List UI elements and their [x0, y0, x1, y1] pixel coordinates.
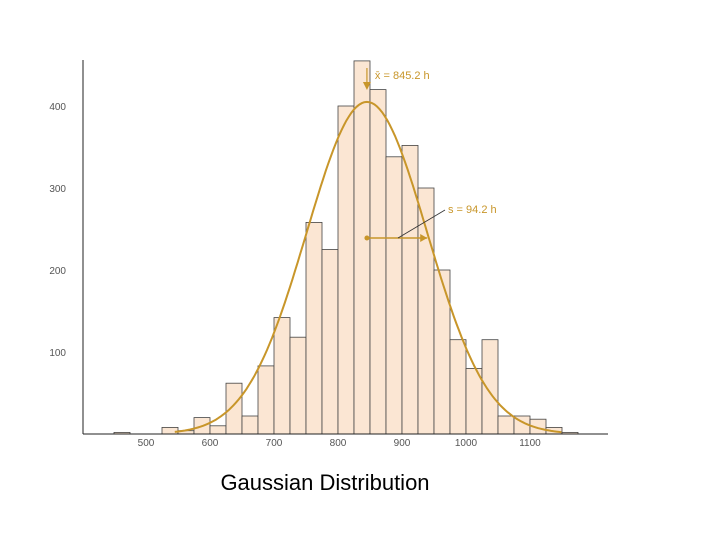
histogram-bar	[209, 425, 227, 435]
gaussian-fit-curve	[174, 100, 562, 434]
histogram-bar	[321, 249, 339, 435]
x-tick-label: 900	[394, 438, 411, 449]
x-tick-label: 500	[138, 438, 155, 449]
histogram-bar	[449, 339, 467, 435]
x-tick-label: 1100	[519, 438, 541, 449]
x-tick-label: 1000	[455, 438, 478, 449]
mean-label: x̄ = 845.2 h	[375, 70, 430, 82]
histogram-bar	[305, 221, 323, 435]
mean-marker: x̄ = 845.2 h	[362, 68, 430, 90]
histogram-bar	[337, 105, 355, 435]
histogram-bar	[433, 269, 451, 435]
histogram-bar	[497, 415, 515, 435]
histogram-bar	[161, 426, 179, 435]
y-tick-label: 100	[49, 348, 66, 359]
histogram-bar	[289, 336, 307, 435]
y-tick-label: 200	[49, 266, 66, 277]
histogram-bar	[369, 89, 387, 435]
chart-title: Gaussian Distribution	[220, 470, 430, 495]
histogram-bar	[481, 339, 499, 435]
histogram-bar	[465, 367, 483, 435]
axes	[82, 60, 608, 435]
sd-label: s = 94.2 h	[448, 204, 497, 216]
y-tick-label: 400	[49, 102, 66, 113]
x-tick-label: 800	[330, 438, 347, 449]
histogram-bar	[225, 382, 243, 435]
histogram-bars	[113, 60, 579, 435]
histogram-bar	[353, 60, 371, 435]
histogram-bar	[257, 365, 275, 435]
y-tick-label: 300	[49, 184, 66, 195]
histogram-bar	[273, 317, 291, 435]
x-tick-label: 700	[266, 438, 283, 449]
histogram-bar	[401, 144, 419, 435]
tick-labels: 500 600 700 800 900 1000 1100 100 200 300 400	[49, 102, 541, 449]
sd-marker: s = 94.2 h	[364, 204, 497, 242]
histogram-bar	[241, 415, 259, 435]
histogram-bar	[385, 156, 403, 435]
x-tick-label: 600	[202, 438, 219, 449]
